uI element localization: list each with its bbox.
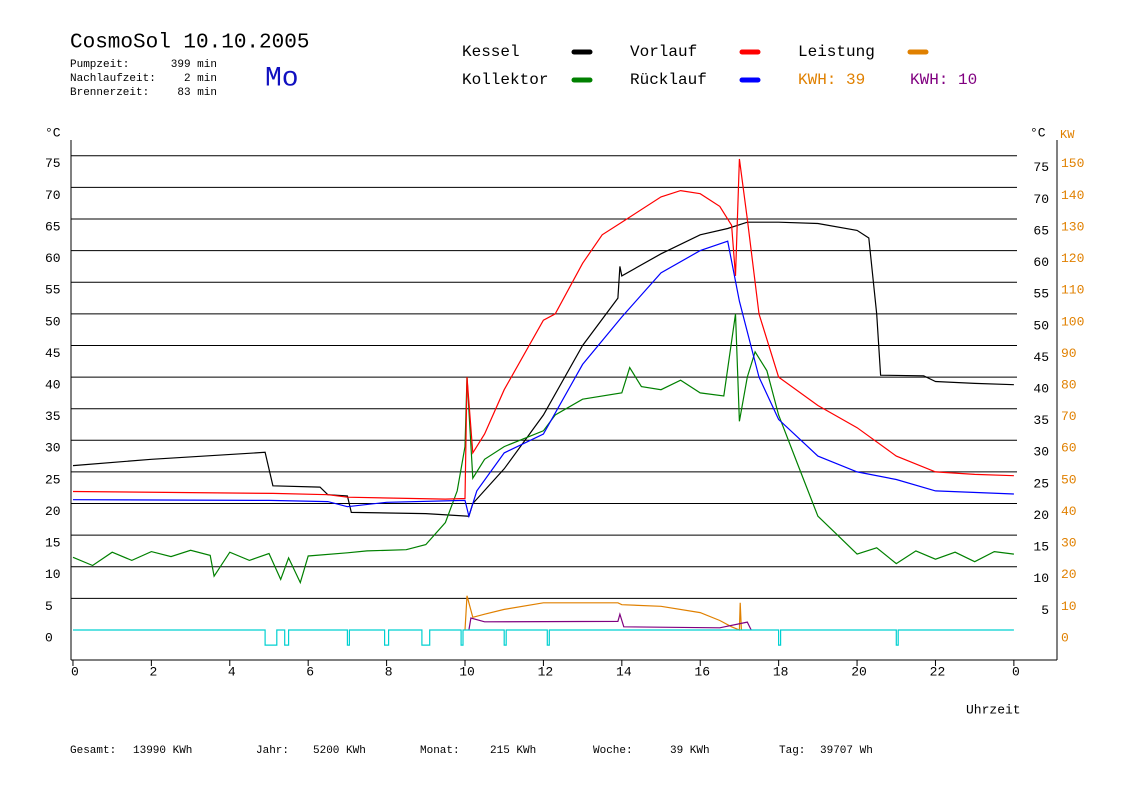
x-tick-label: 0 (1012, 664, 1020, 679)
y-tick-label: 0 (45, 630, 53, 645)
legend-kwh: KWH: 10 (910, 71, 977, 89)
y-tick-label-right: 70 (1033, 192, 1049, 207)
footer-label: Tag: (779, 745, 805, 757)
footer-label: Monat: (420, 745, 460, 757)
y-tick-label-right: 50 (1033, 318, 1049, 333)
x-tick-label: 14 (616, 664, 632, 679)
y-tick-label-right: 75 (1033, 160, 1049, 175)
y2-tick-label: 120 (1061, 251, 1084, 266)
footer-value: 5200 KWh (313, 745, 366, 757)
x-tick-label: 0 (71, 664, 79, 679)
stat-label: Pumpzeit: (70, 59, 129, 71)
stat-value: 2 min (184, 73, 217, 85)
stat-value: 399 min (171, 59, 217, 71)
y2-tick-label: 50 (1061, 472, 1077, 487)
x-tick-label: 20 (851, 664, 867, 679)
y-tick-label: 15 (45, 536, 61, 551)
y-tick-label-right: 25 (1033, 476, 1049, 491)
legend-label: Leistung (798, 43, 875, 61)
y-tick-label-right: 30 (1033, 445, 1049, 460)
y-tick-label: 50 (45, 314, 61, 329)
y-tick-label-right: 45 (1033, 350, 1049, 365)
y-tick-label-right: 5 (1041, 603, 1049, 618)
y-tick-label: 5 (45, 599, 53, 614)
y2-tick-label: 110 (1061, 283, 1084, 298)
y-tick-label-right: 15 (1033, 540, 1049, 555)
y2-tick-label: 80 (1061, 378, 1077, 393)
footer-value: 13990 KWh (133, 745, 192, 757)
y-axis-label-right: °C (1030, 125, 1046, 140)
y-tick-label: 55 (45, 283, 61, 298)
y-tick-label-right: 35 (1033, 413, 1049, 428)
y-tick-label: 65 (45, 219, 61, 234)
y2-tick-label: 60 (1061, 441, 1077, 456)
y2-tick-label: 70 (1061, 409, 1077, 424)
legend-label: Kollektor (462, 71, 548, 89)
y-tick-label: 75 (45, 156, 61, 171)
y-tick-label-right: 40 (1033, 382, 1049, 397)
footer-value: 39 KWh (670, 745, 710, 757)
y-tick-label: 30 (45, 441, 61, 456)
series-line (73, 629, 1014, 646)
y2-tick-label: 90 (1061, 346, 1077, 361)
y2-tick-label: 30 (1061, 536, 1077, 551)
x-tick-label: 2 (149, 664, 157, 679)
y-tick-label: 20 (45, 504, 61, 519)
y2-tick-label: 10 (1061, 599, 1077, 614)
x-tick-label: 6 (306, 664, 314, 679)
series-line (468, 612, 752, 631)
footer-value: 215 KWh (490, 745, 536, 757)
weekday: Mo (265, 63, 299, 94)
x-tick-label: 22 (930, 664, 946, 679)
y-tick-label-right: 10 (1033, 571, 1049, 586)
y2-tick-label: 100 (1061, 314, 1084, 329)
y-tick-label: 10 (45, 567, 61, 582)
footer-label: Gesamt: (70, 745, 116, 757)
legend-label: Vorlauf (630, 43, 697, 61)
series-line (464, 595, 742, 631)
y-tick-label: 70 (45, 188, 61, 203)
y2-tick-label: 40 (1061, 504, 1077, 519)
x-tick-label: 10 (459, 664, 475, 679)
series-line (72, 313, 1014, 585)
chart-title: CosmoSol 10.10.2005 (70, 32, 309, 55)
y-tick-label: 35 (45, 409, 61, 424)
y2-tick-label: 130 (1061, 219, 1084, 234)
legend-label: Rücklauf (630, 71, 707, 89)
stat-label: Brennerzeit: (70, 87, 149, 99)
x-tick-label: 16 (694, 664, 710, 679)
x-axis-label: Uhrzeit (966, 702, 1021, 717)
footer-value: 39707 Wh (820, 745, 873, 757)
y-tick-label-right: 20 (1033, 508, 1049, 523)
y2-tick-label: 0 (1061, 630, 1069, 645)
y-tick-label: 45 (45, 346, 61, 361)
y-tick-label-right: 65 (1033, 223, 1049, 238)
x-tick-label: 4 (228, 664, 236, 679)
legend-label: Kessel (462, 43, 520, 61)
y-tick-label: 60 (45, 251, 61, 266)
y2-tick-label: 20 (1061, 567, 1077, 582)
footer-label: Woche: (593, 745, 633, 757)
y-axis-label: °C (45, 125, 61, 140)
legend-kwh: KWH: 39 (798, 71, 865, 89)
stat-label: Nachlaufzeit: (70, 73, 156, 85)
x-tick-label: 18 (773, 664, 789, 679)
y-tick-label-right: 55 (1033, 287, 1049, 302)
y2-tick-label: 140 (1061, 188, 1084, 203)
x-tick-label: 8 (385, 664, 393, 679)
series-line (72, 240, 1014, 519)
footer-label: Jahr: (256, 745, 289, 757)
stat-value: 83 min (177, 87, 217, 99)
y2-axis-label: KW (1060, 128, 1075, 142)
y-tick-label: 40 (45, 378, 61, 393)
x-tick-label: 12 (538, 664, 554, 679)
y-tick-label-right: 60 (1033, 255, 1049, 270)
y2-tick-label: 150 (1061, 156, 1084, 171)
y-tick-label: 25 (45, 472, 61, 487)
series-line (72, 158, 1014, 500)
